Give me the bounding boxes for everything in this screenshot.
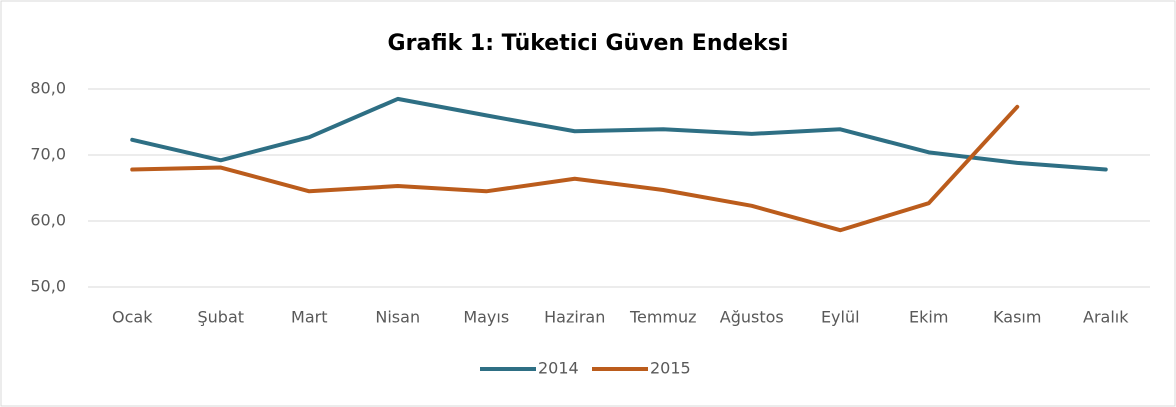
line-series bbox=[130, 104, 1020, 233]
x-tick-label: Mayıs bbox=[463, 308, 509, 327]
legend-label: 2015 bbox=[650, 359, 691, 378]
x-tick-label: Haziran bbox=[544, 308, 605, 327]
y-tick-label: 70,0 bbox=[30, 145, 66, 164]
line-series bbox=[130, 96, 1108, 172]
x-tick-label: Eylül bbox=[821, 308, 860, 327]
x-tick-label: Şubat bbox=[197, 308, 244, 327]
y-tick-label: 80,0 bbox=[30, 79, 66, 98]
chart-title: Grafik 1: Tüketici Güven Endeksi bbox=[388, 31, 789, 56]
x-tick-label: Temmuz bbox=[629, 308, 697, 327]
x-tick-label: Ekim bbox=[909, 308, 948, 327]
x-tick-label: Nisan bbox=[375, 308, 420, 327]
x-tick-label: Aralık bbox=[1083, 308, 1129, 327]
x-tick-label: Ocak bbox=[112, 308, 153, 327]
x-tick-label: Kasım bbox=[993, 308, 1041, 327]
y-tick-label: 50,0 bbox=[30, 277, 66, 296]
x-tick-label: Ağustos bbox=[720, 308, 784, 327]
x-tick-label: Mart bbox=[291, 308, 327, 327]
y-tick-label: 60,0 bbox=[30, 211, 66, 230]
legend-label: 2014 bbox=[538, 359, 579, 378]
